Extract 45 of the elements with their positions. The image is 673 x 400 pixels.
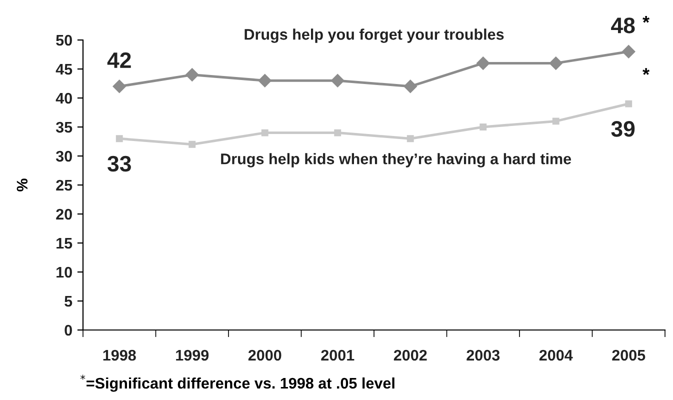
y-tick-label: 0 [64, 324, 72, 336]
y-tick-label: 30 [56, 150, 72, 162]
x-tick-label: 2003 [466, 350, 500, 361]
point [406, 135, 414, 142]
point [334, 129, 342, 136]
y-tick-label: 45 [56, 64, 72, 75]
x-tick-label: 2004 [539, 350, 573, 361]
series-label: Drugs help you forget your troubles [244, 28, 504, 43]
series-label: Drugs help kids when they’re having a hard time [221, 153, 572, 168]
y-axis-title: % [16, 178, 28, 192]
point [331, 74, 344, 88]
data-label: 39 [611, 121, 635, 137]
x-tick-label: 2001 [321, 350, 354, 361]
y-tick-label: 40 [56, 92, 72, 104]
annotation: * [642, 68, 650, 75]
point [261, 129, 268, 136]
x-tick-label: 2005 [612, 350, 646, 361]
y-tick-label: 5 [64, 296, 72, 307]
point [116, 135, 123, 142]
point [258, 74, 272, 88]
point [549, 56, 562, 70]
point [625, 100, 632, 108]
x-tick-label: 1999 [176, 350, 209, 361]
y-tick-label: 10 [56, 266, 72, 278]
point [622, 45, 636, 58]
y-tick-label: 35 [56, 122, 72, 133]
point [186, 68, 199, 82]
x-tick-label: 2000 [248, 350, 282, 361]
point [480, 124, 487, 130]
data-label: 42 [107, 52, 131, 68]
y-tick-label: 50 [56, 34, 72, 46]
x-tick-label: 1998 [103, 350, 136, 361]
y-tick-label: 25 [56, 180, 72, 191]
y-tick-label: 20 [56, 208, 72, 220]
point [112, 80, 126, 93]
point [476, 56, 490, 70]
data-label: 48 [611, 18, 635, 34]
y-tick-label: 15 [56, 238, 72, 249]
point [552, 118, 560, 125]
data-label: 33 [108, 156, 131, 172]
point [404, 80, 417, 93]
annotation: * [642, 16, 650, 23]
point [188, 140, 196, 148]
x-tick-label: 2002 [394, 350, 427, 361]
text: $^{*}$=Significant difference vs. 1998 at .05 level [80, 374, 394, 392]
